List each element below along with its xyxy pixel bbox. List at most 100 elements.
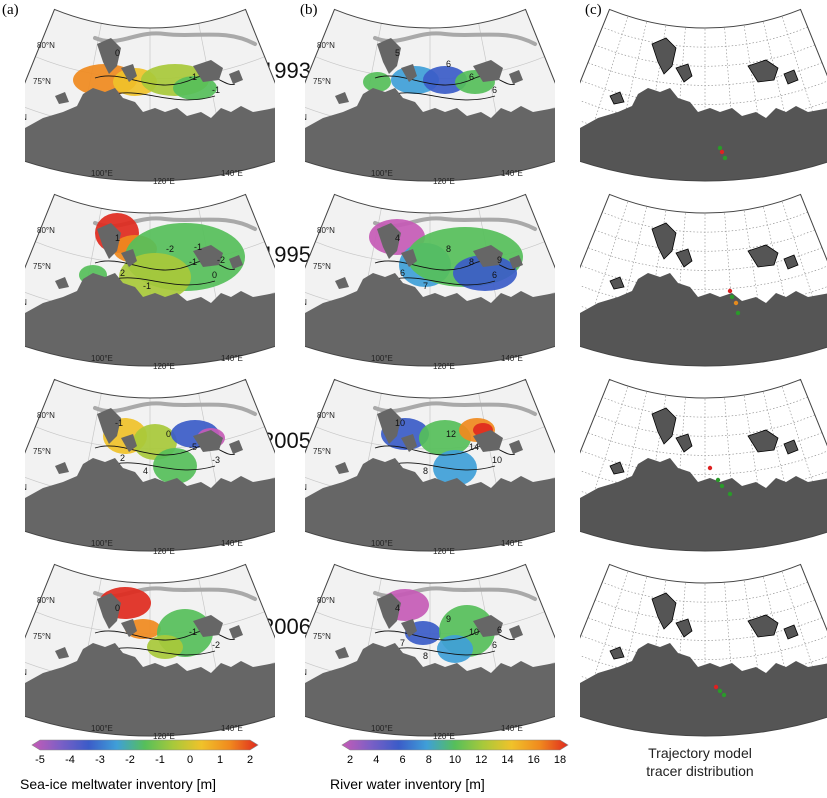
contour-label: 0 xyxy=(166,429,171,439)
contour-label: 9 xyxy=(497,255,502,265)
contour-label: 7 xyxy=(400,638,405,648)
colorbar-tick: 6 xyxy=(399,754,406,766)
inventory-field-patch xyxy=(453,255,517,291)
river-colorbar: 2 4 6 8 10 12 14 16 18 River water inventory [m] xyxy=(330,738,570,792)
lon-140-label: 140°E xyxy=(221,354,243,363)
lon-140-label: 140°E xyxy=(221,539,243,548)
contour-label: 8 xyxy=(423,466,428,476)
land-mass xyxy=(580,273,827,366)
contour-label: 5 xyxy=(395,48,400,58)
contour-label: 6 xyxy=(446,59,451,69)
contour-label: 6 xyxy=(497,625,502,635)
contour-label: 2 xyxy=(120,268,125,278)
meltwater-map-1993: 0 -1 -1 80°N 75°N 70°N 100°E 120°E 140°E xyxy=(0,8,304,191)
contour-label: 4 xyxy=(395,233,400,243)
lat-80-label: 80°N xyxy=(37,41,55,50)
lat-75-label: 75°N xyxy=(33,447,51,456)
lon-120-label: 120°E xyxy=(153,732,175,741)
lon-100-label: 100°E xyxy=(371,539,393,548)
contour-label: 8 xyxy=(446,244,451,254)
lon-120-label: 120°E xyxy=(433,547,455,556)
lon-100-label: 100°E xyxy=(371,169,393,178)
colorbar-title: River water inventory [m] xyxy=(330,776,485,792)
lat-75-label: 75°N xyxy=(33,262,51,271)
meltwater-colorbar: -5 -4 -3 -2 -1 0 1 2 Sea-ice meltwater inventory… xyxy=(20,738,260,792)
lon-100-label: 100°E xyxy=(371,354,393,363)
lon-100-label: 100°E xyxy=(371,724,393,733)
contour-label: 9 xyxy=(446,614,451,624)
lat-80-label: 80°N xyxy=(37,226,55,235)
lat-75-label: 75°N xyxy=(33,632,51,641)
lat-70-label: 70°N xyxy=(25,113,27,122)
meltwater-map-1995: 1 0 -1 -2 -1 2 -2 -1 80°N 75°N 70°N 100°E 120°E 140°E xyxy=(0,193,304,376)
lat-70-label: 70°N xyxy=(25,483,27,492)
colorbar-tick: 1 xyxy=(216,754,224,766)
trajectory-title: Trajectory model tracer distribution xyxy=(610,744,790,780)
lat-70-label: 70°N xyxy=(305,668,307,677)
trajectory-title-line-1: Trajectory model xyxy=(648,745,752,761)
inventory-field-patch xyxy=(433,450,477,486)
contour-label: 12 xyxy=(446,429,456,439)
lon-120-label: 120°E xyxy=(153,362,175,371)
lat-70-label: 70°N xyxy=(305,483,307,492)
contour-label: -5 xyxy=(189,442,197,452)
contour-label: 10 xyxy=(395,418,405,428)
tracer-point xyxy=(717,145,723,151)
land-mass xyxy=(305,643,565,736)
contour-label: 6 xyxy=(492,85,497,95)
meltwater-map-2006: 0 -2 -1 80°N 75°N 70°N 100°E 120°E 140°E xyxy=(0,563,304,746)
river-map-2005: 10 10 14 12 8 80°N 75°N 70°N 100°E 120°E 140°E xyxy=(276,378,584,561)
contour-label: -1 xyxy=(212,85,220,95)
meltwater-map-2005: -1 -3 -5 0 4 2 80°N 75°N 70°N 100°E 120°E 140°E xyxy=(0,378,304,561)
colorbar-tick: 4 xyxy=(373,754,380,766)
river-map-1993: 5 6 6 6 80°N 75°N 70°N 100°E 120°E 140°E xyxy=(276,8,584,191)
contour-label: -1 xyxy=(189,627,197,637)
tracer-point xyxy=(727,491,733,497)
lon-120-label: 120°E xyxy=(153,547,175,556)
contour-label: -1 xyxy=(189,257,197,267)
lat-75-label: 75°N xyxy=(313,632,331,641)
contour-label: 1 xyxy=(115,233,120,243)
land-mass xyxy=(305,88,565,181)
land-mass xyxy=(25,88,285,181)
trajectory-map-2005 xyxy=(551,378,827,561)
tracer-point xyxy=(733,300,739,306)
contour-label: 14 xyxy=(469,442,479,452)
contour-label: 10 xyxy=(492,455,502,465)
contour-label: -3 xyxy=(212,455,220,465)
contour-label: 6 xyxy=(492,270,497,280)
colorbar-tick: -5 xyxy=(35,754,45,766)
contour-label: -1 xyxy=(143,281,151,291)
lat-80-label: 80°N xyxy=(37,596,55,605)
lat-70-label: 70°N xyxy=(305,113,307,122)
lat-80-label: 80°N xyxy=(317,411,335,420)
lon-140-label: 140°E xyxy=(501,354,523,363)
tracer-point xyxy=(717,688,723,694)
inventory-field-patch xyxy=(119,253,191,301)
lat-80-label: 80°N xyxy=(37,411,55,420)
lon-120-label: 120°E xyxy=(153,177,175,186)
land-mass xyxy=(25,458,285,551)
contour-label: 8 xyxy=(469,257,474,267)
contour-label: 6 xyxy=(492,640,497,650)
panel-label-b: (b) xyxy=(300,2,318,18)
contour-label: 6 xyxy=(469,72,474,82)
colorbar-gradient xyxy=(341,739,569,751)
contour-label: -1 xyxy=(194,242,202,252)
land-mass xyxy=(580,88,827,181)
contour-label: 10 xyxy=(469,627,479,637)
contour-label: -2 xyxy=(166,244,174,254)
inventory-field-patch xyxy=(419,420,471,456)
colorbar-tick: -2 xyxy=(125,754,135,766)
inventory-field-patch xyxy=(423,66,467,94)
river-map-2006: 4 6 10 9 8 7 6 80°N 75°N 70°N 100°E 120°E 140°E xyxy=(276,563,584,746)
trajectory-map-1995 xyxy=(551,193,827,376)
lat-75-label: 75°N xyxy=(313,262,331,271)
lon-120-label: 120°E xyxy=(433,177,455,186)
colorbar-tick: -4 xyxy=(65,754,75,766)
lon-140-label: 140°E xyxy=(501,724,523,733)
lon-140-label: 140°E xyxy=(501,169,523,178)
contour-label: 0 xyxy=(115,603,120,613)
lon-140-label: 140°E xyxy=(221,724,243,733)
